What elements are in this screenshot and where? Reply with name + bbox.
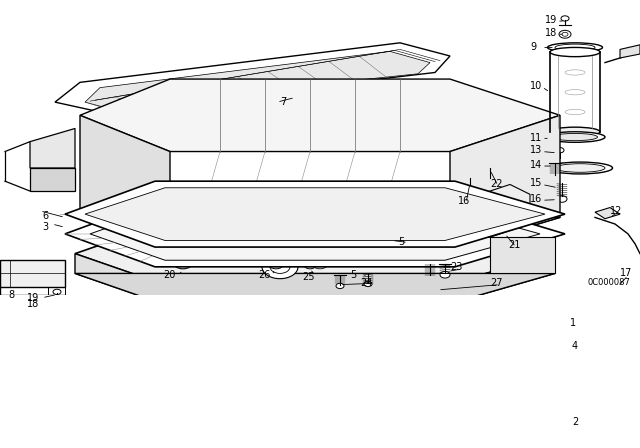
Circle shape [173,256,193,269]
Circle shape [467,174,474,179]
Polygon shape [620,45,640,58]
Text: 27: 27 [490,278,502,289]
Text: 21: 21 [508,240,520,250]
Text: 11: 11 [530,134,542,143]
Ellipse shape [545,132,605,142]
Text: 14: 14 [530,159,542,170]
Polygon shape [595,207,620,219]
Text: 1: 1 [570,318,576,328]
Polygon shape [490,237,555,273]
Polygon shape [470,185,530,237]
Circle shape [364,281,372,287]
Circle shape [440,271,450,278]
Circle shape [559,30,571,38]
Text: 6: 6 [42,211,48,221]
Text: 5: 5 [350,271,356,280]
Polygon shape [80,217,560,250]
Text: 26: 26 [258,271,270,280]
Text: 12: 12 [610,206,622,216]
Text: 2: 2 [572,417,579,426]
Circle shape [304,261,316,269]
Circle shape [31,279,39,284]
Circle shape [31,263,39,268]
Polygon shape [90,207,540,260]
Polygon shape [75,273,555,306]
Text: 18: 18 [545,28,557,38]
Ellipse shape [555,44,595,51]
Circle shape [495,221,505,227]
Polygon shape [65,201,565,267]
Text: 20: 20 [163,271,175,280]
Text: 8: 8 [8,290,14,300]
Text: 7: 7 [280,97,286,107]
Circle shape [52,301,62,308]
Text: 13: 13 [530,145,542,155]
Text: 10: 10 [530,81,542,90]
Ellipse shape [547,162,612,174]
Text: 17: 17 [620,268,632,278]
Polygon shape [85,52,430,107]
Circle shape [312,258,328,269]
Text: 5: 5 [398,237,404,247]
Polygon shape [30,129,75,168]
Text: 23: 23 [450,262,462,272]
Polygon shape [450,115,560,250]
Text: 9: 9 [530,43,536,52]
Circle shape [195,194,205,201]
Polygon shape [75,254,170,306]
Circle shape [486,164,494,169]
Text: 25: 25 [302,272,314,282]
Text: 19: 19 [27,293,39,303]
Ellipse shape [550,47,600,56]
Ellipse shape [555,164,605,172]
Circle shape [272,261,280,266]
Circle shape [556,147,564,153]
Circle shape [306,91,314,96]
Circle shape [562,32,568,36]
Circle shape [295,188,305,194]
Text: 19: 19 [545,15,557,25]
Polygon shape [440,254,555,306]
Circle shape [270,260,290,273]
Polygon shape [0,260,65,287]
Text: 4: 4 [572,341,578,351]
Circle shape [268,258,284,269]
Text: 3: 3 [42,222,48,233]
Circle shape [336,283,344,289]
Polygon shape [65,181,565,247]
Polygon shape [80,115,170,250]
Text: 15: 15 [530,178,542,188]
Ellipse shape [547,43,602,52]
Polygon shape [85,188,545,241]
Ellipse shape [552,134,598,141]
Circle shape [561,16,569,21]
Circle shape [31,266,39,271]
Circle shape [262,255,298,279]
Circle shape [485,198,495,204]
Circle shape [53,289,61,294]
Polygon shape [75,221,555,287]
Ellipse shape [550,127,600,136]
Circle shape [557,196,567,202]
Text: 16: 16 [458,196,470,206]
Text: 22: 22 [490,180,502,190]
Circle shape [395,188,405,194]
Text: 0C000087: 0C000087 [587,278,630,287]
Circle shape [177,258,189,266]
Text: 16: 16 [530,194,542,204]
Circle shape [125,201,135,207]
Text: 24: 24 [360,278,372,289]
Polygon shape [30,168,75,191]
Circle shape [31,276,39,280]
Polygon shape [55,43,450,112]
Polygon shape [80,79,560,151]
Circle shape [54,303,60,306]
Text: 18: 18 [27,299,39,310]
